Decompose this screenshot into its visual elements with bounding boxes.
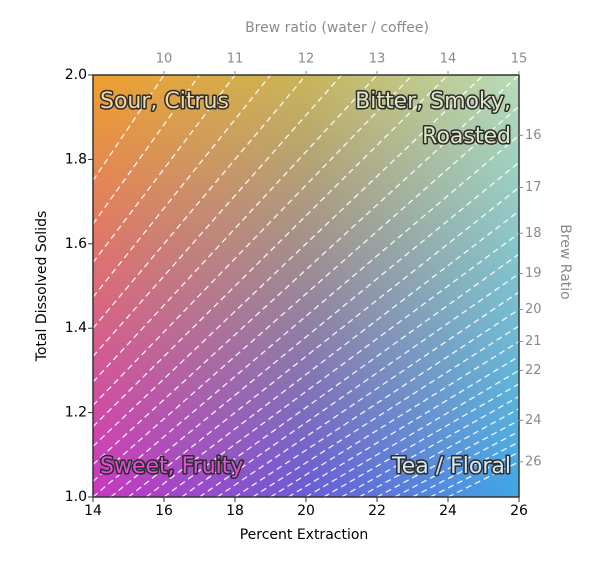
- x2-tick-label: 12: [298, 52, 315, 67]
- region-label: Sour, Citrus: [100, 89, 229, 114]
- y2-tick-label: 19: [525, 266, 542, 281]
- ratio-lines: [93, 75, 519, 497]
- ratio-line: [128, 187, 519, 497]
- ratio-line: [270, 340, 519, 497]
- ratio-line: [93, 75, 519, 466]
- ratio-line: [93, 75, 307, 329]
- x2-tick-label: 13: [369, 52, 386, 67]
- region-labels: Sour, Citrus Bitter, Smoky, Roasted Sweet, …: [99, 88, 513, 481]
- ratio-line: [93, 75, 413, 406]
- ratio-line: [93, 75, 165, 181]
- y2-tick-label: 17: [525, 180, 542, 195]
- ratio-line: [234, 308, 519, 497]
- ratio-line: [93, 75, 201, 225]
- ratio-line: [216, 291, 519, 497]
- ratio-line: [305, 369, 519, 497]
- ratio-line: [93, 75, 272, 298]
- ratio-line: [287, 355, 519, 497]
- y2-tick-label: 22: [525, 363, 542, 378]
- y-tick-label: 1.0: [65, 489, 87, 505]
- y-axis-title: Total Dissolved Solids: [34, 211, 50, 363]
- x-tick-label: 14: [84, 503, 102, 519]
- ratio-line: [93, 75, 449, 428]
- y-tick-label: 1.6: [65, 236, 87, 252]
- y2-axis-title: Brew Ratio: [557, 224, 573, 300]
- ratio-line: [323, 383, 519, 497]
- y2-tick-label: 24: [525, 413, 542, 428]
- x-tick-label: 24: [439, 503, 457, 519]
- ratio-line: [358, 408, 519, 497]
- ratio-line: [394, 430, 519, 497]
- region-label: Roasted: [422, 124, 511, 149]
- y2-tick-label: 16: [525, 128, 542, 143]
- x2-tick-label: 11: [227, 52, 244, 67]
- x2-tick-label: 15: [511, 52, 528, 67]
- ratio-line: [145, 210, 519, 497]
- y2-tick-label: 26: [525, 454, 542, 469]
- y2-tick-label: 18: [525, 226, 542, 241]
- ratio-line: [341, 395, 519, 497]
- y-tick-label: 2.0: [65, 67, 87, 83]
- ratio-line: [376, 419, 519, 497]
- ratio-line: [93, 134, 519, 497]
- x2-tick-label: 14: [440, 52, 457, 67]
- x-axis-title: Percent Extraction: [240, 527, 369, 543]
- y-tick-label: 1.2: [65, 405, 87, 421]
- top-axis-title: Brew ratio (water / coffee): [245, 20, 429, 36]
- x2-tick-label: 10: [156, 52, 173, 67]
- ratio-line: [429, 451, 519, 497]
- region-label: Sweet, Fruity: [100, 454, 243, 479]
- y-tick-label: 1.4: [65, 320, 87, 336]
- ratio-line: [447, 461, 519, 497]
- x-tick-label: 22: [368, 503, 386, 519]
- ratio-line: [93, 105, 519, 482]
- ratio-line: [199, 273, 519, 497]
- y2-tick-label: 20: [525, 302, 542, 317]
- x-tick-label: 26: [510, 503, 528, 519]
- ratio-line: [93, 75, 342, 357]
- region-label: Tea / Floral: [391, 454, 511, 479]
- ratio-line: [252, 325, 519, 497]
- x-tick-label: 20: [297, 503, 315, 519]
- ratio-line: [110, 161, 519, 497]
- ratio-line: [163, 232, 519, 497]
- region-label: Bitter, Smoky,: [355, 89, 511, 114]
- y2-tick-label: 21: [525, 334, 542, 349]
- y-tick-label: 1.8: [65, 151, 87, 167]
- x-tick-label: 18: [226, 503, 244, 519]
- x-tick-label: 16: [155, 503, 173, 519]
